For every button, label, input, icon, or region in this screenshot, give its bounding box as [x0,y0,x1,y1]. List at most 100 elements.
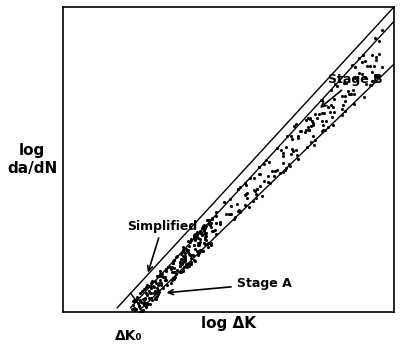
Point [162,275,168,280]
Point [348,91,354,97]
Point [286,161,292,166]
Point [202,230,209,236]
Point [304,145,310,150]
Point [334,83,340,89]
Point [293,121,300,127]
Point [351,75,358,80]
Point [345,88,351,94]
Point [188,253,194,258]
Y-axis label: log
da/dN: log da/dN [7,143,57,176]
Point [168,277,175,283]
Point [319,97,325,103]
Point [140,300,146,306]
Point [186,251,192,257]
Point [149,297,155,303]
Point [142,304,149,310]
Point [209,229,215,234]
Point [143,303,149,309]
Point [195,250,201,255]
Point [279,150,286,156]
Point [130,306,136,311]
Point [349,62,356,68]
Text: Stage B: Stage B [322,73,383,107]
Point [250,175,257,180]
Point [196,236,203,242]
Point [179,261,186,267]
Point [296,128,303,133]
Point [319,110,326,116]
Point [132,307,139,313]
Point [139,309,145,314]
Point [188,237,194,243]
Point [217,221,223,226]
Point [310,122,316,128]
Point [152,295,158,301]
Point [143,291,149,296]
Point [192,231,199,237]
Point [188,260,194,265]
Point [372,73,378,78]
Point [331,109,337,114]
Point [330,104,336,110]
Point [339,112,346,118]
Point [213,214,219,219]
Point [197,231,203,236]
Point [213,209,220,215]
Point [209,215,216,220]
Point [323,119,329,124]
Point [144,283,150,288]
Point [154,273,160,278]
Point [177,260,183,265]
Point [303,128,309,133]
Point [178,256,184,261]
Point [146,288,153,294]
Point [342,93,348,99]
Point [182,261,189,267]
Point [260,178,267,183]
Point [376,38,383,44]
Point [205,217,211,222]
Point [186,252,193,258]
Point [320,111,327,116]
Point [131,297,138,302]
Point [369,78,375,84]
Point [294,152,300,158]
Point [180,267,186,272]
Point [339,106,346,112]
Point [201,226,207,232]
Point [243,182,249,187]
Point [196,250,203,256]
Point [356,55,363,61]
Point [193,234,199,240]
Point [190,234,197,239]
Point [369,52,375,57]
Point [203,237,209,243]
Point [373,54,379,60]
Point [144,293,150,298]
Point [177,259,183,264]
Point [191,246,198,252]
Point [311,142,318,148]
Point [302,118,309,123]
Point [223,212,229,217]
Point [171,269,177,275]
Point [185,243,192,248]
Point [253,191,259,197]
Point [320,122,327,127]
Point [346,91,352,97]
Point [212,227,218,232]
Point [178,269,184,275]
Point [184,264,190,270]
Point [253,187,260,192]
Point [180,250,186,255]
Point [237,209,243,214]
Point [202,241,208,246]
Point [369,70,375,75]
Point [152,295,159,300]
Point [375,51,382,57]
Point [191,232,198,238]
Point [361,94,367,100]
Point [158,283,164,288]
Point [150,290,157,296]
Point [201,236,208,242]
